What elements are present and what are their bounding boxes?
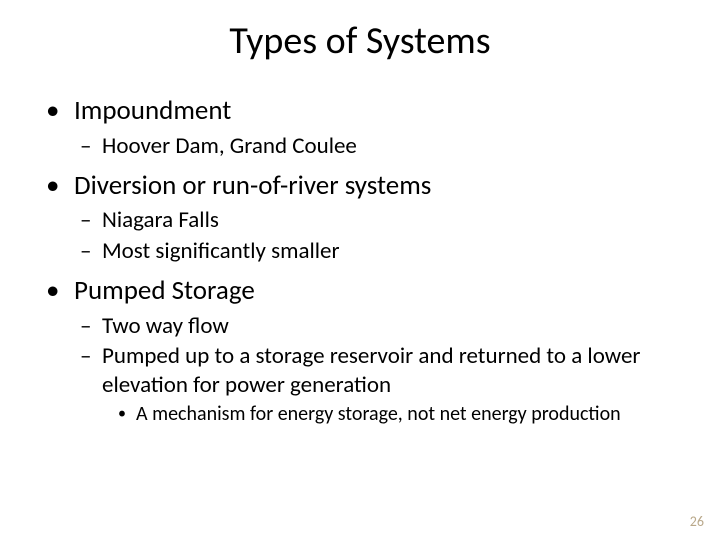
- list-item: – Two way flow: [40, 312, 690, 341]
- list-item-text: Hoover Dam, Grand Coulee: [102, 132, 690, 161]
- slide-body: • Impoundment – Hoover Dam, Grand Coulee…: [0, 94, 720, 427]
- list-item: • A mechanism for energy storage, not ne…: [40, 402, 690, 427]
- slide: Types of Systems • Impoundment – Hoover …: [0, 0, 720, 540]
- list-item: • Diversion or run-of-river systems: [40, 169, 690, 203]
- list-item-text: Impoundment: [74, 94, 690, 128]
- bullet-l2-icon: –: [80, 237, 102, 266]
- slide-title: Types of Systems: [0, 0, 720, 94]
- list-item: – Pumped up to a storage reservoir and r…: [40, 342, 690, 400]
- list-item: – Hoover Dam, Grand Coulee: [40, 132, 690, 161]
- bullet-l2-icon: –: [80, 342, 102, 400]
- list-item-text: Most significantly smaller: [102, 237, 690, 266]
- bullet-l1-icon: •: [40, 274, 74, 308]
- list-item: – Niagara Falls: [40, 206, 690, 235]
- list-item: – Most significantly smaller: [40, 237, 690, 266]
- list-item-text: Pumped Storage: [74, 274, 690, 308]
- list-item-text: Two way flow: [102, 312, 690, 341]
- list-item: • Impoundment: [40, 94, 690, 128]
- bullet-l3-icon: •: [118, 402, 136, 427]
- list-item-text: Pumped up to a storage reservoir and ret…: [102, 342, 690, 400]
- bullet-l1-icon: •: [40, 169, 74, 203]
- list-item-text: Niagara Falls: [102, 206, 690, 235]
- bullet-l1-icon: •: [40, 94, 74, 128]
- list-item: • Pumped Storage: [40, 274, 690, 308]
- bullet-l2-icon: –: [80, 312, 102, 341]
- page-number: 26: [690, 513, 704, 530]
- list-item-text: A mechanism for energy storage, not net …: [136, 402, 690, 427]
- list-item-text: Diversion or run-of-river systems: [74, 169, 690, 203]
- bullet-l2-icon: –: [80, 132, 102, 161]
- bullet-l2-icon: –: [80, 206, 102, 235]
